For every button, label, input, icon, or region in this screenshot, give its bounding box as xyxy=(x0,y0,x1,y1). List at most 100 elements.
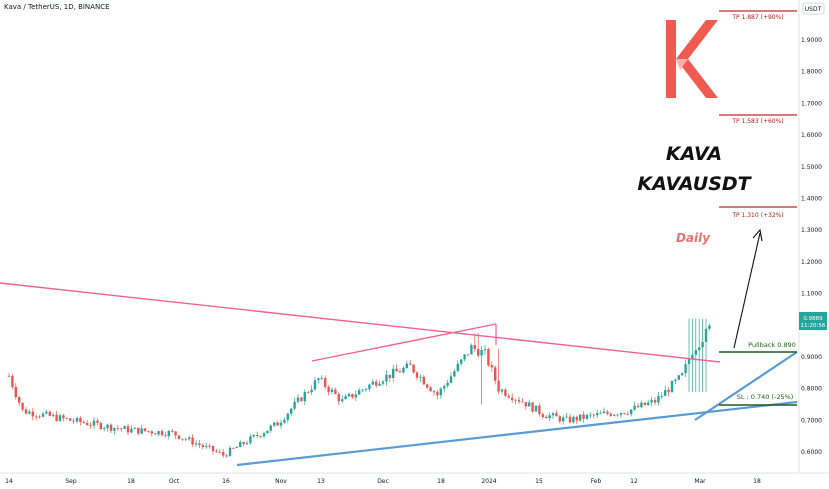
x-tick-label: Sep xyxy=(65,478,77,485)
candle-body xyxy=(86,422,89,426)
y-tick-label: 1.2000 xyxy=(801,259,822,266)
support-trendline-long xyxy=(236,400,798,467)
candle-body xyxy=(439,388,442,396)
y-axis-ticks: 1.9000 1.8000 1.7000 1.6000 1.5000 1.4000 1.30… xyxy=(801,37,822,456)
candle-body xyxy=(358,390,361,395)
candle-body xyxy=(446,382,449,386)
candle-body xyxy=(456,363,459,372)
candle-body xyxy=(602,411,606,414)
currency-badge[interactable] xyxy=(802,2,825,15)
y-tick-label: 1.3000 xyxy=(801,227,822,234)
candle-body xyxy=(286,413,289,420)
candle-body xyxy=(657,395,660,403)
candle-body xyxy=(395,368,398,372)
candle-body xyxy=(21,402,24,410)
candle-body xyxy=(201,445,204,447)
candle-body xyxy=(378,383,381,386)
x-tick-label: Oct xyxy=(169,478,180,485)
candle-body xyxy=(116,428,119,429)
candle-body xyxy=(225,455,228,457)
candle-body xyxy=(133,427,136,429)
candle-body xyxy=(273,422,276,426)
candle-body xyxy=(290,408,293,414)
candle-body xyxy=(249,436,252,444)
y-tick-label: 1.1000 xyxy=(801,291,822,298)
candle-body xyxy=(582,414,585,419)
candle-body xyxy=(113,428,116,431)
candle-body xyxy=(28,411,31,414)
candle-body xyxy=(698,347,701,351)
candle-body xyxy=(106,424,109,429)
candle-body xyxy=(11,376,14,387)
candle-body xyxy=(687,359,691,365)
candle-body xyxy=(215,451,218,452)
candle-body xyxy=(409,363,412,365)
candle-body xyxy=(487,349,490,366)
candle-body xyxy=(636,405,640,408)
candle-body xyxy=(347,393,351,397)
candle-body xyxy=(640,402,643,408)
candle-body xyxy=(545,417,548,419)
candle-body xyxy=(528,402,531,407)
candle-body xyxy=(415,372,419,378)
candle-body xyxy=(52,414,55,416)
current-price-value: 0.9889 xyxy=(803,316,823,322)
candle-body xyxy=(674,379,677,382)
candle-body xyxy=(109,424,113,431)
candle-body xyxy=(521,401,524,403)
candle-body xyxy=(419,376,422,378)
candle-body xyxy=(460,359,463,364)
candle-body xyxy=(392,368,395,378)
candle-body xyxy=(120,428,123,430)
x-tick-label: 18 xyxy=(753,478,761,485)
candle-body xyxy=(555,413,558,417)
symbol-header: Kava / TetherUS, 1D, BINANCE xyxy=(4,3,110,11)
candle-body xyxy=(616,414,619,416)
candle-body xyxy=(609,413,612,416)
candle-body xyxy=(664,389,667,396)
candle-body xyxy=(613,414,616,416)
x-axis-ticks: 14 Sep 18 Oct 16 Nov 13 Dec 18 2024 15 Feb 12 Mar 18 xyxy=(5,478,761,485)
candle-body xyxy=(449,376,453,383)
candle-body xyxy=(507,395,510,398)
candle-body xyxy=(300,397,303,402)
candle-body xyxy=(235,447,238,449)
candle-body xyxy=(514,399,517,401)
candle-body xyxy=(422,376,425,385)
candle-body xyxy=(650,400,653,403)
candle-body xyxy=(534,405,538,412)
candle-body xyxy=(334,389,337,395)
candle-body xyxy=(548,415,551,419)
candle-body xyxy=(7,375,11,377)
candle-body xyxy=(194,443,198,445)
candle-body xyxy=(453,371,456,377)
stop-loss-label: SL : 0.740 (-25%) xyxy=(737,393,794,401)
candle-body xyxy=(596,413,599,416)
candle-body xyxy=(483,349,487,351)
candle-body xyxy=(55,414,58,421)
candle-body xyxy=(558,416,561,422)
candle-body xyxy=(140,428,143,434)
candle-body xyxy=(150,431,153,434)
x-tick-label: Mar xyxy=(694,478,706,485)
candle-body xyxy=(341,399,344,402)
candle-body xyxy=(123,426,126,429)
candle-body xyxy=(262,433,266,437)
candle-body xyxy=(198,443,201,446)
candle-body xyxy=(283,419,286,423)
candle-body xyxy=(660,395,663,397)
candle-body xyxy=(75,417,79,422)
candle-body xyxy=(385,374,388,382)
candles-layer xyxy=(7,318,711,458)
candle-body xyxy=(154,433,157,435)
x-tick-label: 14 xyxy=(5,478,13,485)
candle-body xyxy=(432,391,436,393)
candle-body xyxy=(371,381,374,385)
candle-body xyxy=(708,325,711,329)
arrow-head-icon xyxy=(752,228,763,242)
candle-body xyxy=(211,445,215,452)
candle-body xyxy=(490,365,493,368)
candle-body xyxy=(575,416,578,421)
candle-body xyxy=(327,386,330,392)
